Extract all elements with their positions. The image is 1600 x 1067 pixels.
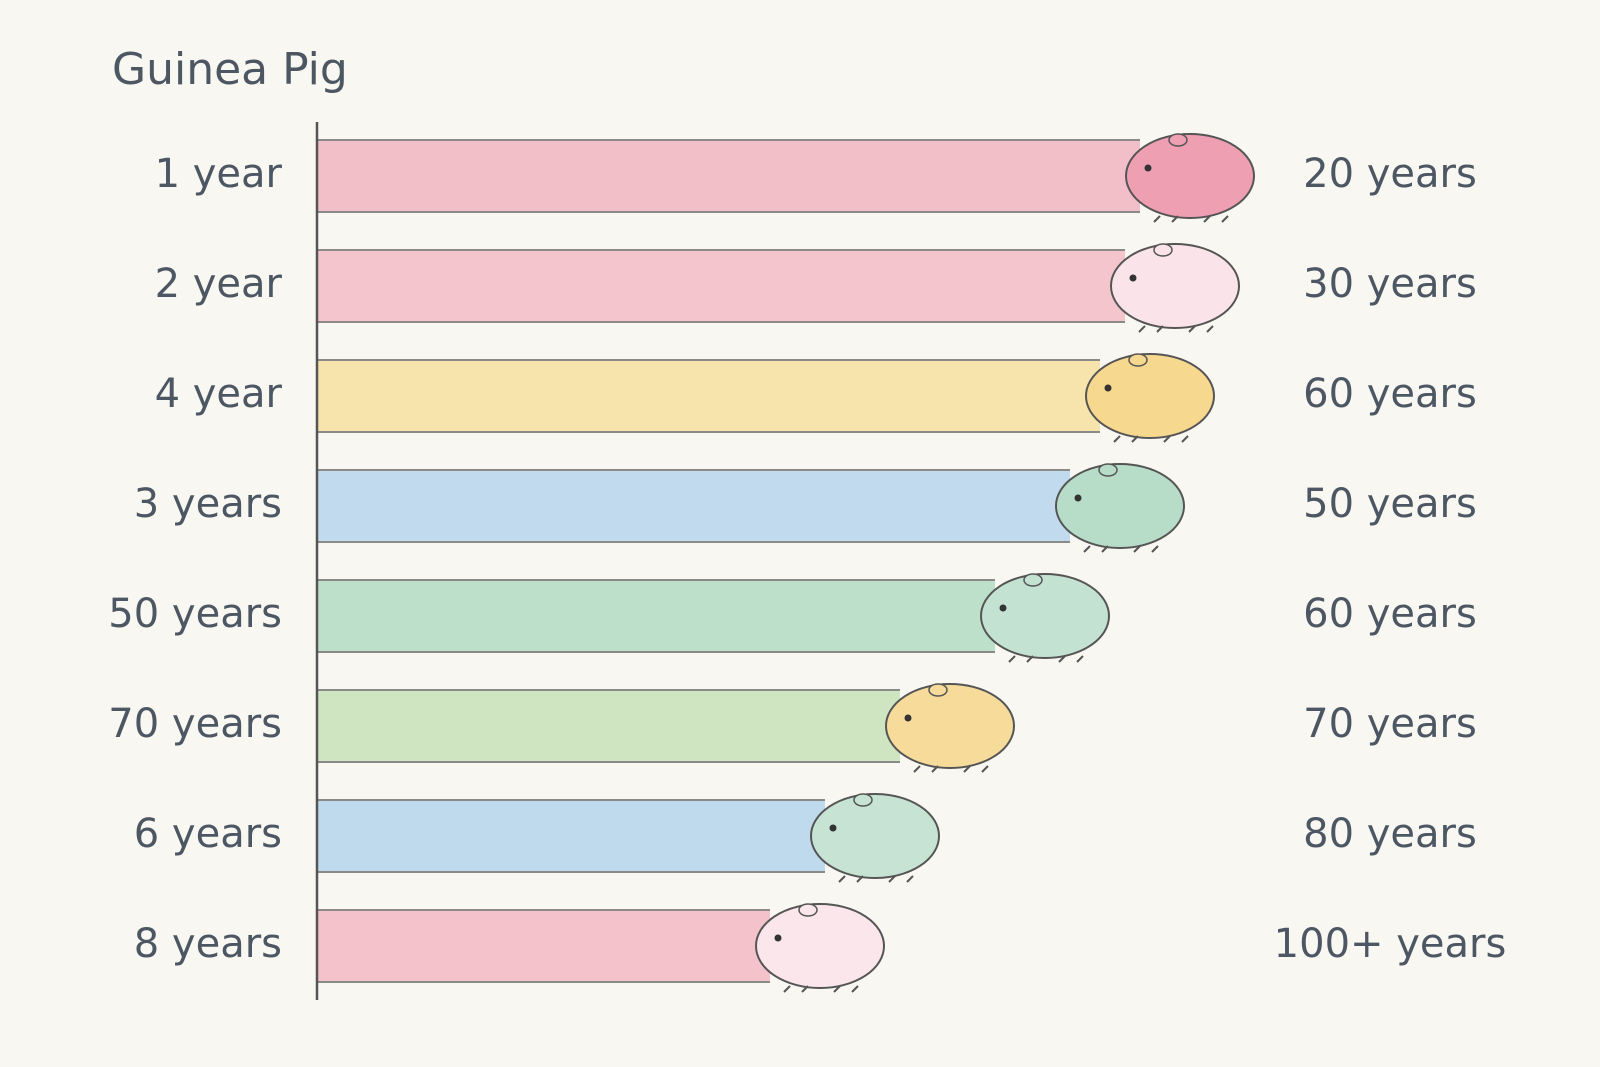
left-label: 6 years	[134, 811, 282, 857]
right-label: 70 years	[1303, 701, 1477, 747]
guinea-pig-foot	[833, 985, 841, 993]
right-label: 30 years	[1303, 261, 1477, 307]
guinea-pig-foot	[856, 875, 864, 883]
title: Guinea Pig	[112, 44, 348, 95]
right-label: 100+ years	[1274, 921, 1507, 967]
guinea-pig-foot	[913, 765, 921, 773]
guinea-pig-foot	[1138, 325, 1146, 333]
guinea-pig-foot	[981, 765, 989, 773]
row: 1 year 20 years	[155, 133, 1477, 223]
guinea-pig-ear	[928, 683, 948, 697]
guinea-pig-foot	[1153, 215, 1161, 223]
guinea-pig-foot	[801, 985, 809, 993]
row: 2 year 30 years	[155, 243, 1477, 333]
row: 3 years 50 years	[134, 463, 1477, 553]
bar	[317, 471, 1070, 541]
row: 70 years 70 years	[108, 683, 1477, 773]
row: 8 years 100+ years	[134, 903, 1507, 993]
guinea-pig-eye	[904, 714, 912, 722]
bar	[317, 581, 995, 651]
guinea-pig-foot	[1156, 325, 1164, 333]
left-label: 4 year	[155, 371, 283, 417]
guinea-pig-foot	[1221, 215, 1229, 223]
guinea-pig-body	[1125, 133, 1255, 219]
guinea-pig-eye	[1104, 384, 1112, 392]
guinea-pig-eye	[829, 824, 837, 832]
guinea-pig-eye	[774, 934, 782, 942]
guinea-pig-foot	[906, 875, 914, 883]
guinea-pig-foot	[1101, 545, 1109, 553]
guinea-pig-body	[755, 903, 885, 989]
left-label: 70 years	[108, 701, 282, 747]
guinea-pig-eye	[1144, 164, 1152, 172]
guinea-pig-foot	[1026, 655, 1034, 663]
left-label: 3 years	[134, 481, 282, 527]
guinea-pig-foot	[1133, 545, 1141, 553]
guinea-pig-foot	[1203, 215, 1211, 223]
bar	[317, 141, 1140, 211]
guinea-pig-ear	[798, 903, 818, 917]
guinea-pig-foot	[838, 875, 846, 883]
guinea-pig-foot	[1076, 655, 1084, 663]
guinea-pig-body	[1055, 463, 1185, 549]
guinea-pig-eye	[1129, 274, 1137, 282]
guinea-pig-foot	[851, 985, 859, 993]
guinea-pig-foot	[888, 875, 896, 883]
bar	[317, 801, 825, 871]
guinea-pig-ear	[853, 793, 873, 807]
guinea-pig-ear	[1023, 573, 1043, 587]
guinea-pig-eye	[1074, 494, 1082, 502]
guinea-pig-body	[885, 683, 1015, 769]
bar	[317, 251, 1125, 321]
guinea-pig-ear	[1098, 463, 1118, 477]
bar	[317, 911, 770, 981]
guinea-pig-foot	[963, 765, 971, 773]
right-label: 50 years	[1303, 481, 1477, 527]
right-label: 80 years	[1303, 811, 1477, 857]
guinea-pig-body	[1085, 353, 1215, 439]
guinea-pig-ear	[1153, 243, 1173, 257]
guinea-pig-foot	[931, 765, 939, 773]
guinea-pig-ear	[1128, 353, 1148, 367]
guinea-pig-foot	[1131, 435, 1139, 443]
left-label: 50 years	[108, 591, 282, 637]
row: 50 years 60 years	[108, 573, 1477, 663]
bar	[317, 691, 900, 761]
right-label: 20 years	[1303, 151, 1477, 197]
guinea-pig-foot	[1188, 325, 1196, 333]
guinea-pig-foot	[1008, 655, 1016, 663]
guinea-pig-foot	[1083, 545, 1091, 553]
guinea-pig-foot	[1206, 325, 1214, 333]
left-label: 2 year	[155, 261, 283, 307]
guinea-pig-body	[810, 793, 940, 879]
guinea-pig-eye	[999, 604, 1007, 612]
guinea-pig-body	[980, 573, 1110, 659]
row: 4 year 60 years	[155, 353, 1477, 443]
guinea-pig-foot	[1113, 435, 1121, 443]
bar	[317, 361, 1100, 431]
right-label: 60 years	[1303, 371, 1477, 417]
guinea-pig-body	[1110, 243, 1240, 329]
guinea-pig-ear	[1168, 133, 1188, 147]
row: 6 years 80 years	[134, 793, 1477, 883]
guinea-pig-foot	[1151, 545, 1159, 553]
guinea-pig-foot	[1171, 215, 1179, 223]
guinea-pig-foot	[1058, 655, 1066, 663]
guinea-pig-foot	[1163, 435, 1171, 443]
left-label: 1 year	[155, 151, 283, 197]
right-label: 60 years	[1303, 591, 1477, 637]
guinea-pig-foot	[783, 985, 791, 993]
guinea-pig-foot	[1181, 435, 1189, 443]
left-label: 8 years	[134, 921, 282, 967]
